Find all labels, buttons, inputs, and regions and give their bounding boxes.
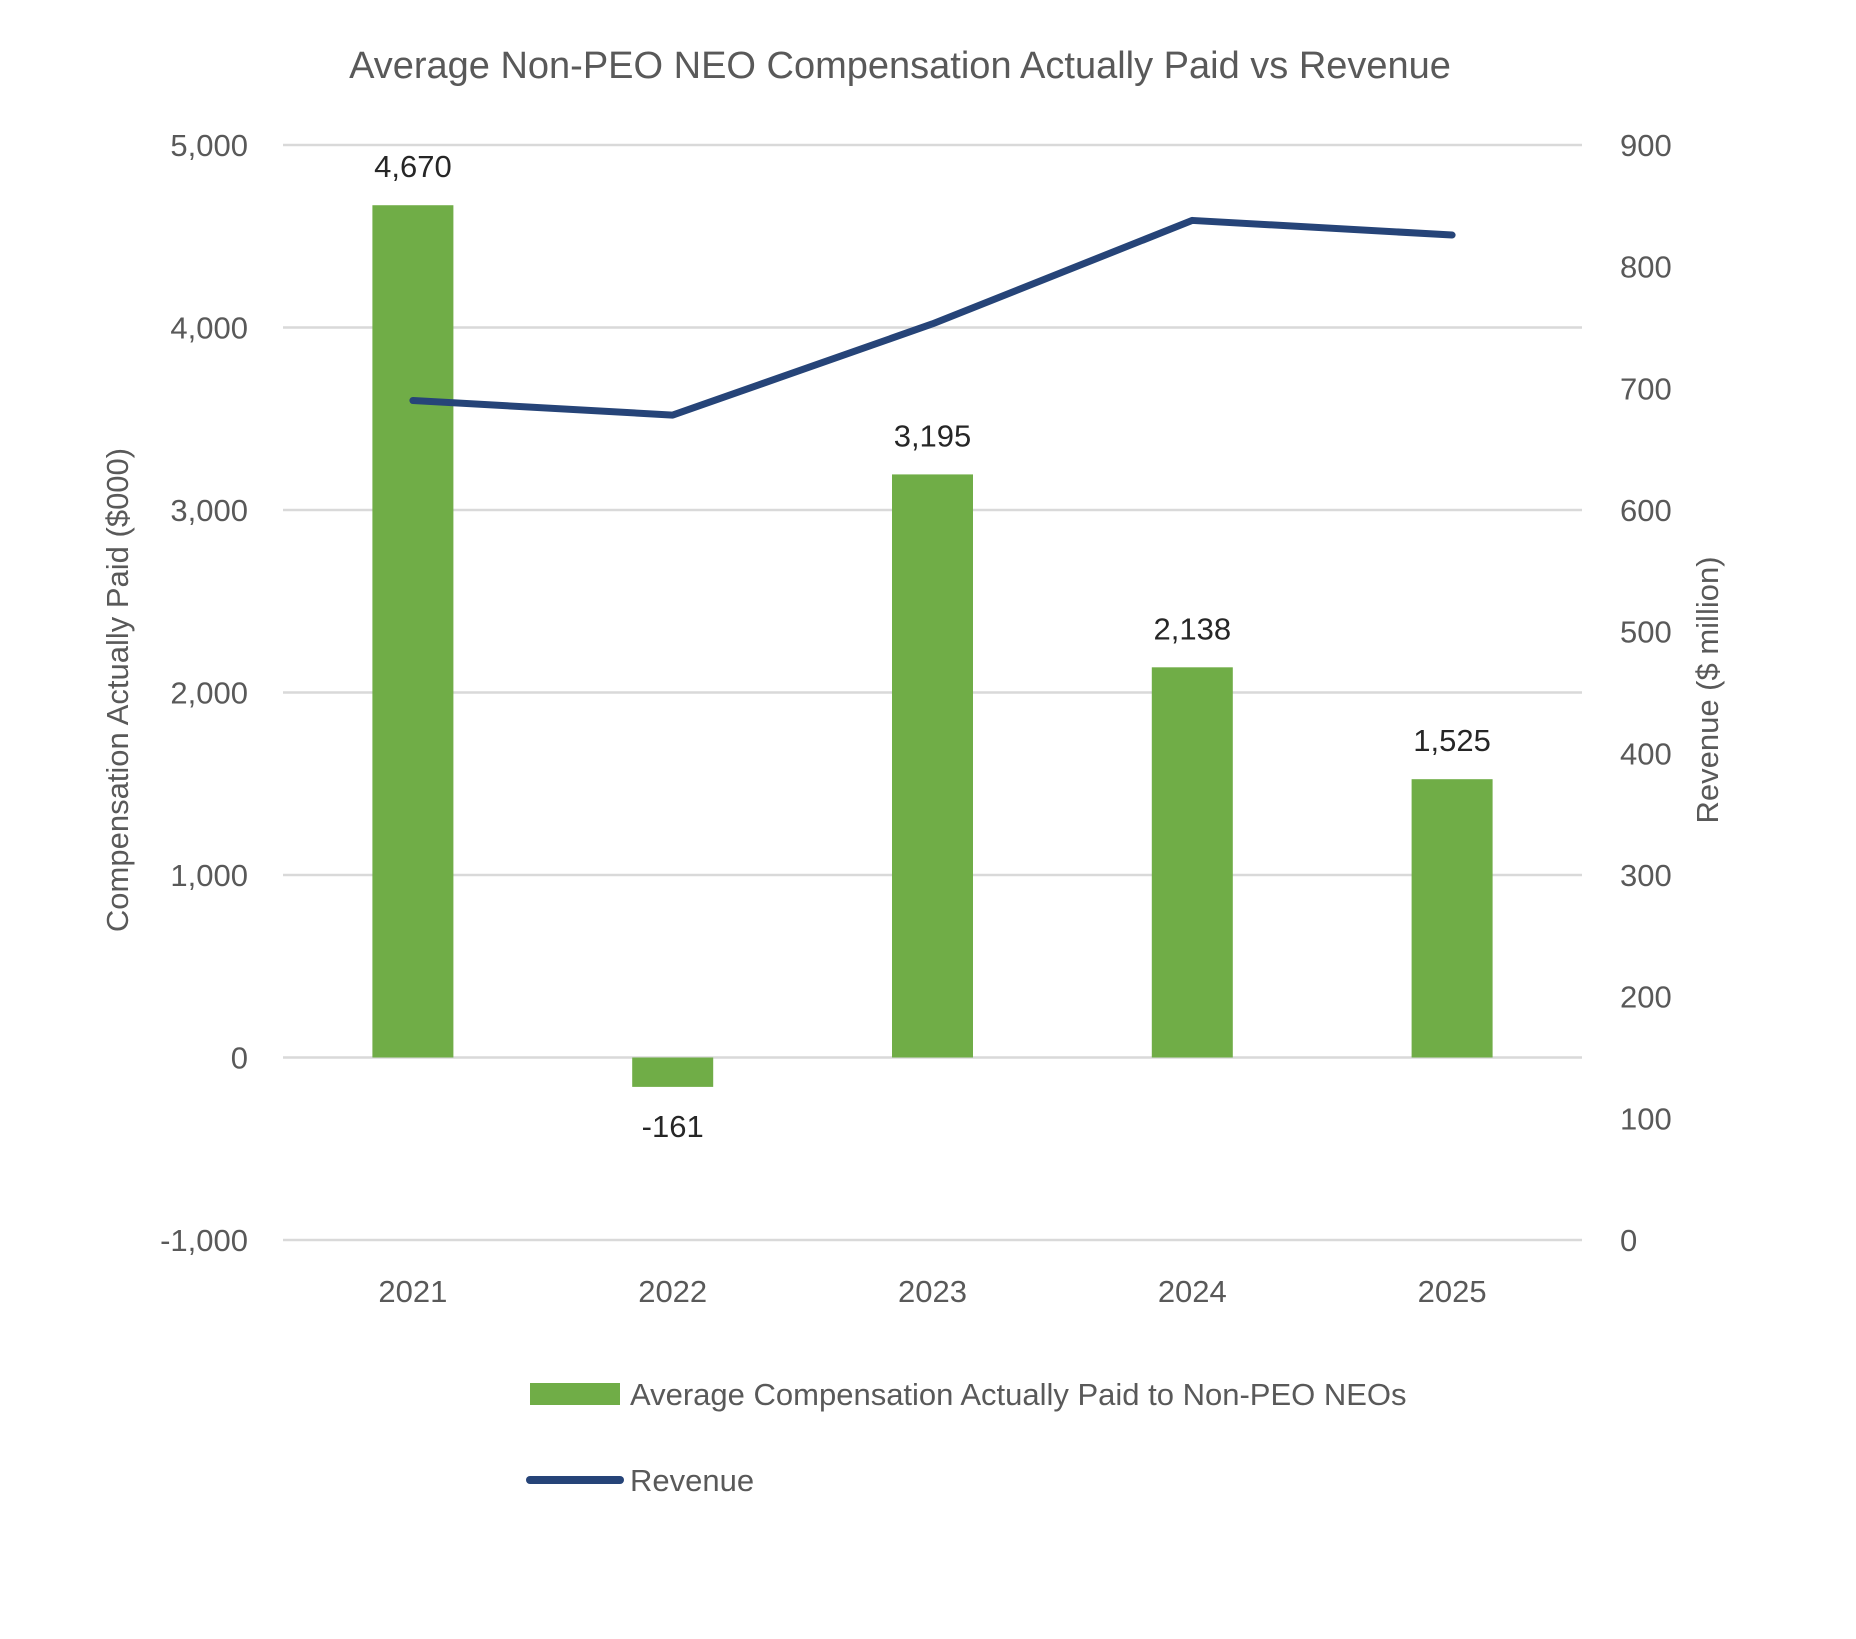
y-tick-label: 5,000 [170,128,248,163]
revenue-line [409,216,1456,419]
legend: Average Compensation Actually Paid to No… [526,1377,1407,1498]
y2-tick-label: 400 [1620,736,1672,771]
y2-tick-label: 500 [1620,615,1672,650]
ticks: -1,000 0 1,000 2,000 3,000 4,000 5,000 0 100 200 3… [160,128,1672,1309]
chart-title: Average Non-PEO NEO Compensation Actuall… [349,45,1451,87]
y-tick-label: 4,000 [170,311,248,346]
x-tick-label: 2025 [1418,1274,1487,1309]
y2-tick-label: 700 [1620,371,1672,406]
y-tick-label: 0 [231,1041,248,1076]
data-labels: 4,670 -161 3,195 2,138 1,525 [374,149,1491,1144]
y2-tick-label: 100 [1620,1101,1672,1136]
revenue-line-layer [409,216,1456,419]
bars [372,205,1493,1087]
x-tick-label: 2021 [378,1274,447,1309]
bar-value-label: -161 [642,1109,704,1144]
bar-value-label: 2,138 [1154,611,1232,646]
x-tick-label: 2023 [898,1274,967,1309]
bar-value-label: 3,195 [894,418,972,453]
y-tick-label: 3,000 [170,493,248,528]
bar [372,205,454,1058]
legend-label-bar: Average Compensation Actually Paid to No… [630,1377,1407,1412]
bar [1151,667,1233,1058]
y2-tick-label: 800 [1620,250,1672,285]
x-tick-label: 2024 [1158,1274,1227,1309]
y2-tick-label: 200 [1620,980,1672,1015]
bar [892,474,973,1058]
y2-axis-label: Revenue ($ million) [1690,556,1725,823]
y-axis-label: Compensation Actually Paid ($000) [100,448,135,932]
y-tick-label: 1,000 [170,858,248,893]
y2-tick-label: 300 [1620,858,1672,893]
bar-value-label: 4,670 [374,149,452,184]
y2-tick-label: 600 [1620,493,1672,528]
y-tick-label: 2,000 [170,676,248,711]
bar [1411,779,1493,1058]
x-tick-label: 2022 [638,1274,707,1309]
legend-swatch-bar [530,1383,620,1405]
bar [632,1057,714,1087]
y2-tick-label: 0 [1620,1223,1637,1258]
bar-value-label: 1,525 [1413,723,1491,758]
legend-label-line: Revenue [630,1463,754,1498]
y2-tick-label: 900 [1620,128,1672,163]
y-tick-label: -1,000 [160,1223,248,1258]
